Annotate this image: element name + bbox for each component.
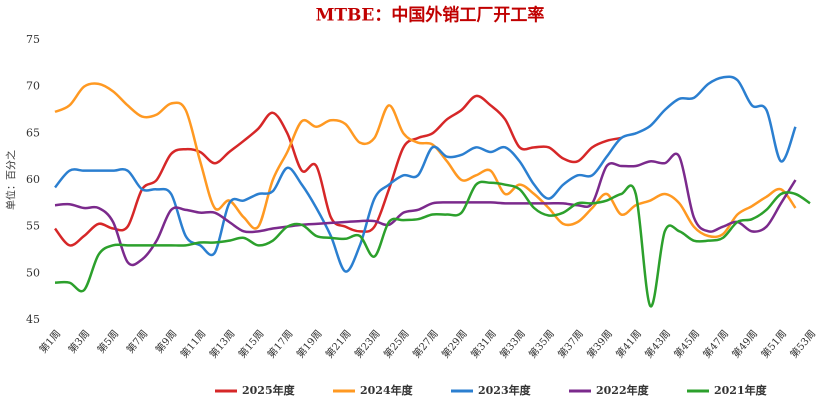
y-axis-label: 单位：百分之 bbox=[5, 150, 18, 210]
x-tick-label: 第9周 bbox=[152, 327, 179, 356]
series-line bbox=[54, 82, 797, 239]
y-tick-label: 75 bbox=[26, 33, 40, 46]
legend-item: 2024年度 bbox=[333, 383, 414, 397]
y-tick-label: 60 bbox=[26, 173, 40, 186]
x-tick-label: 第5周 bbox=[94, 327, 121, 356]
x-tick-label: 第21周 bbox=[323, 327, 354, 360]
x-tick-label: 第29周 bbox=[439, 327, 470, 360]
x-tick-label: 第23周 bbox=[352, 327, 383, 360]
x-tick-label: 第11周 bbox=[177, 327, 208, 360]
x-tick-label: 第25周 bbox=[381, 327, 412, 360]
y-tick-label: 55 bbox=[26, 220, 40, 233]
series-line bbox=[54, 180, 811, 308]
legend-item: 2022年度 bbox=[569, 383, 650, 397]
legend-item: 2025年度 bbox=[215, 383, 296, 397]
x-tick-label: 第3周 bbox=[65, 327, 92, 356]
x-tick-label: 第45周 bbox=[671, 327, 702, 360]
x-tick-label: 第39周 bbox=[584, 327, 615, 360]
series-line bbox=[54, 75, 797, 273]
x-tick-label: 第37周 bbox=[555, 327, 586, 360]
x-tick-label: 第41周 bbox=[613, 327, 644, 360]
x-tick-label: 第35周 bbox=[526, 327, 557, 360]
legend-label: 2025年度 bbox=[242, 383, 296, 397]
x-tick-label: 第53周 bbox=[787, 327, 818, 360]
x-tick-label: 第33周 bbox=[497, 327, 528, 360]
legend-label: 2022年度 bbox=[596, 383, 650, 397]
x-tick-label: 第27周 bbox=[410, 327, 441, 360]
series-line bbox=[54, 94, 622, 247]
x-tick-label: 第49周 bbox=[729, 327, 760, 360]
legend-label: 2021年度 bbox=[714, 383, 768, 397]
legend-label: 2023年度 bbox=[478, 383, 532, 397]
chart-title: MTBE：中国外销工厂开工率 bbox=[316, 5, 545, 26]
x-tick-label: 第19周 bbox=[294, 327, 325, 360]
x-tick-label: 第17周 bbox=[265, 327, 296, 360]
x-tick-label: 第43周 bbox=[642, 327, 673, 360]
x-tick-label: 第1周 bbox=[36, 327, 63, 356]
y-tick-label: 50 bbox=[26, 266, 40, 279]
x-tick-label: 第7周 bbox=[123, 327, 150, 356]
legend-item: 2021年度 bbox=[687, 383, 768, 397]
x-tick-label: 第51周 bbox=[758, 327, 789, 360]
y-tick-label: 70 bbox=[26, 80, 40, 93]
x-tick-label: 第31周 bbox=[468, 327, 499, 360]
x-tick-label: 第13周 bbox=[206, 327, 237, 360]
series-line bbox=[54, 152, 797, 267]
y-tick-label: 45 bbox=[26, 313, 40, 326]
x-tick-label: 第47周 bbox=[700, 327, 731, 360]
y-tick-label: 65 bbox=[26, 126, 40, 139]
legend-item: 2023年度 bbox=[451, 383, 532, 397]
legend-label: 2024年度 bbox=[360, 383, 414, 397]
x-tick-label: 第15周 bbox=[235, 327, 266, 360]
